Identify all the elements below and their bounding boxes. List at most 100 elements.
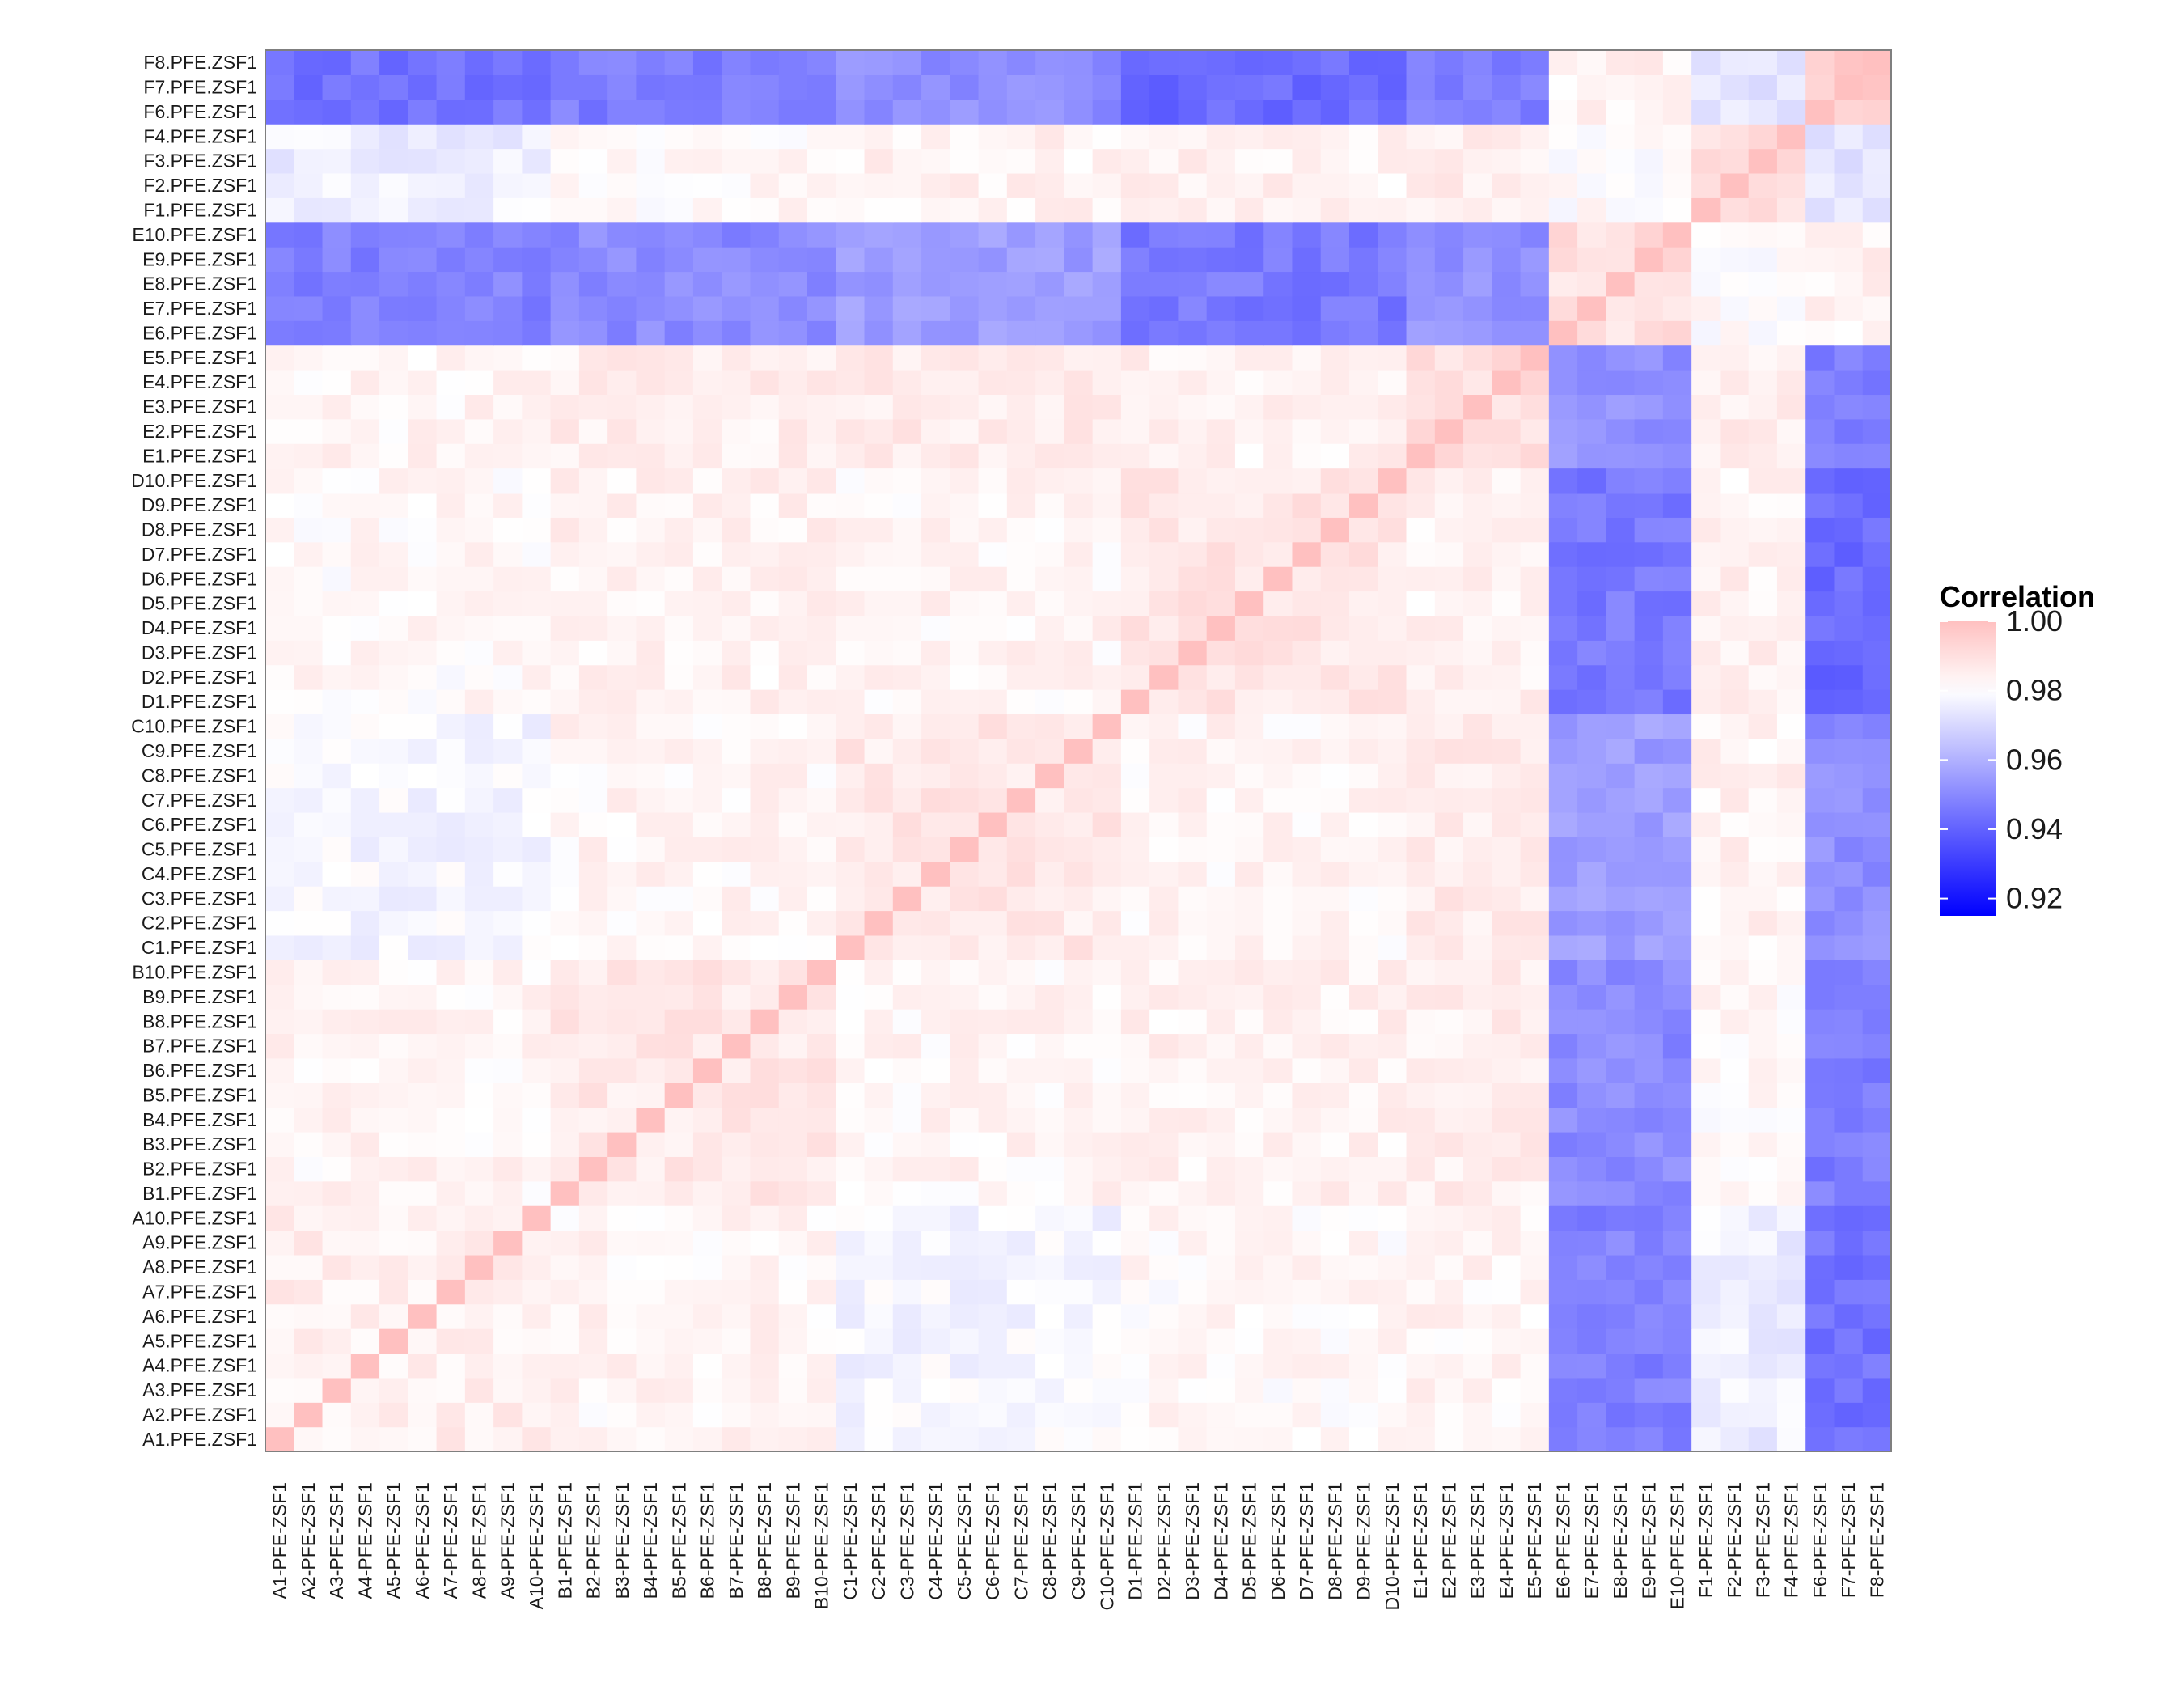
heatmap-cell (892, 50, 922, 75)
heatmap-cell (1862, 197, 1892, 223)
heatmap-cell (1206, 271, 1236, 297)
heatmap-cell (1606, 1156, 1636, 1182)
heatmap-cell (1662, 591, 1692, 616)
heatmap-cell (921, 910, 950, 936)
heatmap-cell (1606, 910, 1636, 936)
heatmap-cell (1834, 1303, 1864, 1329)
heatmap-cell (1292, 1377, 1322, 1403)
heatmap-cell (1720, 861, 1750, 887)
heatmap-cell (1035, 689, 1064, 715)
heatmap-cell (1662, 148, 1692, 174)
heatmap-cell (1349, 50, 1378, 75)
heatmap-cell (1577, 837, 1606, 862)
heatmap-cell (921, 1107, 950, 1133)
heatmap-cell (1092, 664, 1122, 690)
heatmap-cell (664, 492, 694, 518)
heatmap-cell (1748, 50, 1778, 75)
heatmap-cell (1092, 443, 1122, 469)
heatmap-cell (265, 811, 294, 837)
heatmap-cell (722, 714, 751, 739)
heatmap-cell (664, 566, 694, 592)
heatmap-cell (408, 172, 438, 198)
heatmap-cell (1634, 345, 1664, 371)
heatmap-cell (1776, 664, 1806, 690)
heatmap-cell (550, 664, 580, 690)
heatmap-cell (864, 1230, 894, 1256)
heatmap-cell (1805, 370, 1835, 396)
heatmap-cell (722, 984, 751, 1010)
heatmap-cell (778, 517, 808, 543)
heatmap-cell (1520, 99, 1550, 125)
heatmap-cell (807, 1180, 836, 1206)
heatmap-cell (778, 394, 808, 420)
heatmap-cell (750, 1205, 780, 1231)
heatmap-cell (1606, 50, 1636, 75)
heatmap-cell (664, 1057, 694, 1083)
heatmap-cell (836, 1353, 866, 1379)
heatmap-cell (1434, 222, 1464, 248)
heatmap-cell (322, 738, 352, 764)
heatmap-cell (607, 172, 637, 198)
heatmap-cell (1406, 1205, 1436, 1231)
heatmap-cell (1263, 861, 1293, 887)
heatmap-cell (1520, 124, 1550, 150)
heatmap-cell (265, 934, 294, 960)
heatmap-cell (1662, 172, 1692, 198)
heatmap-cell (1492, 1303, 1522, 1329)
heatmap-cell (1862, 615, 1892, 641)
heatmap-cell (1234, 1156, 1264, 1182)
heatmap-cell (379, 861, 408, 887)
heatmap-cell (322, 1033, 352, 1059)
heatmap-cell (265, 689, 294, 715)
heatmap-cell (1463, 615, 1492, 641)
heatmap-cell (978, 468, 1008, 494)
heatmap-cell (350, 1303, 380, 1329)
heatmap-cell (294, 99, 324, 125)
heatmap-cell (1834, 615, 1864, 641)
heatmap-cell (692, 1328, 722, 1354)
heatmap-cell (379, 517, 408, 543)
heatmap-cell (1492, 886, 1522, 912)
heatmap-cell (1406, 591, 1436, 616)
heatmap-cell (1234, 1107, 1264, 1133)
heatmap-cell (921, 1328, 950, 1354)
x-tick-label: C2-PFE-ZSF1 (868, 1482, 889, 1600)
heatmap-cell (1092, 222, 1122, 248)
heatmap-cell (578, 1180, 608, 1206)
heatmap-cell (1662, 197, 1692, 223)
heatmap-cell (1862, 763, 1892, 789)
heatmap-cell (864, 1353, 894, 1379)
heatmap-cell (1320, 1402, 1350, 1428)
heatmap-cell (1776, 738, 1806, 764)
heatmap-cell (408, 1353, 438, 1379)
heatmap-cell (1064, 861, 1094, 887)
heatmap-cell (1035, 886, 1064, 912)
heatmap-cell (1748, 541, 1778, 567)
heatmap-cell (1834, 172, 1864, 198)
heatmap-cell (864, 640, 894, 666)
heatmap-cell (1548, 394, 1578, 420)
heatmap-cell (464, 370, 494, 396)
heatmap-cell (1064, 1057, 1094, 1083)
heatmap-cell (322, 74, 352, 100)
heatmap-cell (1634, 50, 1664, 75)
heatmap-cell (265, 1377, 294, 1403)
heatmap-cell (950, 222, 980, 248)
heatmap-cell (864, 1033, 894, 1059)
heatmap-cell (1206, 1377, 1236, 1403)
heatmap-cell (1691, 74, 1721, 100)
heatmap-cell (1206, 1107, 1236, 1133)
heatmap-cell (664, 1426, 694, 1452)
heatmap-cell (464, 1279, 494, 1305)
heatmap-cell (692, 615, 722, 641)
heatmap-cell (294, 763, 324, 789)
heatmap-cell (664, 1131, 694, 1157)
heatmap-cell (1434, 541, 1464, 567)
y-tick-label: D4.PFE.ZSF1 (142, 617, 257, 638)
heatmap-cell (265, 1107, 294, 1133)
heatmap-cell (1149, 1083, 1179, 1108)
heatmap-cell (1520, 197, 1550, 223)
heatmap-cell (750, 640, 780, 666)
heatmap-cell (1720, 74, 1750, 100)
heatmap-cell (864, 1131, 894, 1157)
